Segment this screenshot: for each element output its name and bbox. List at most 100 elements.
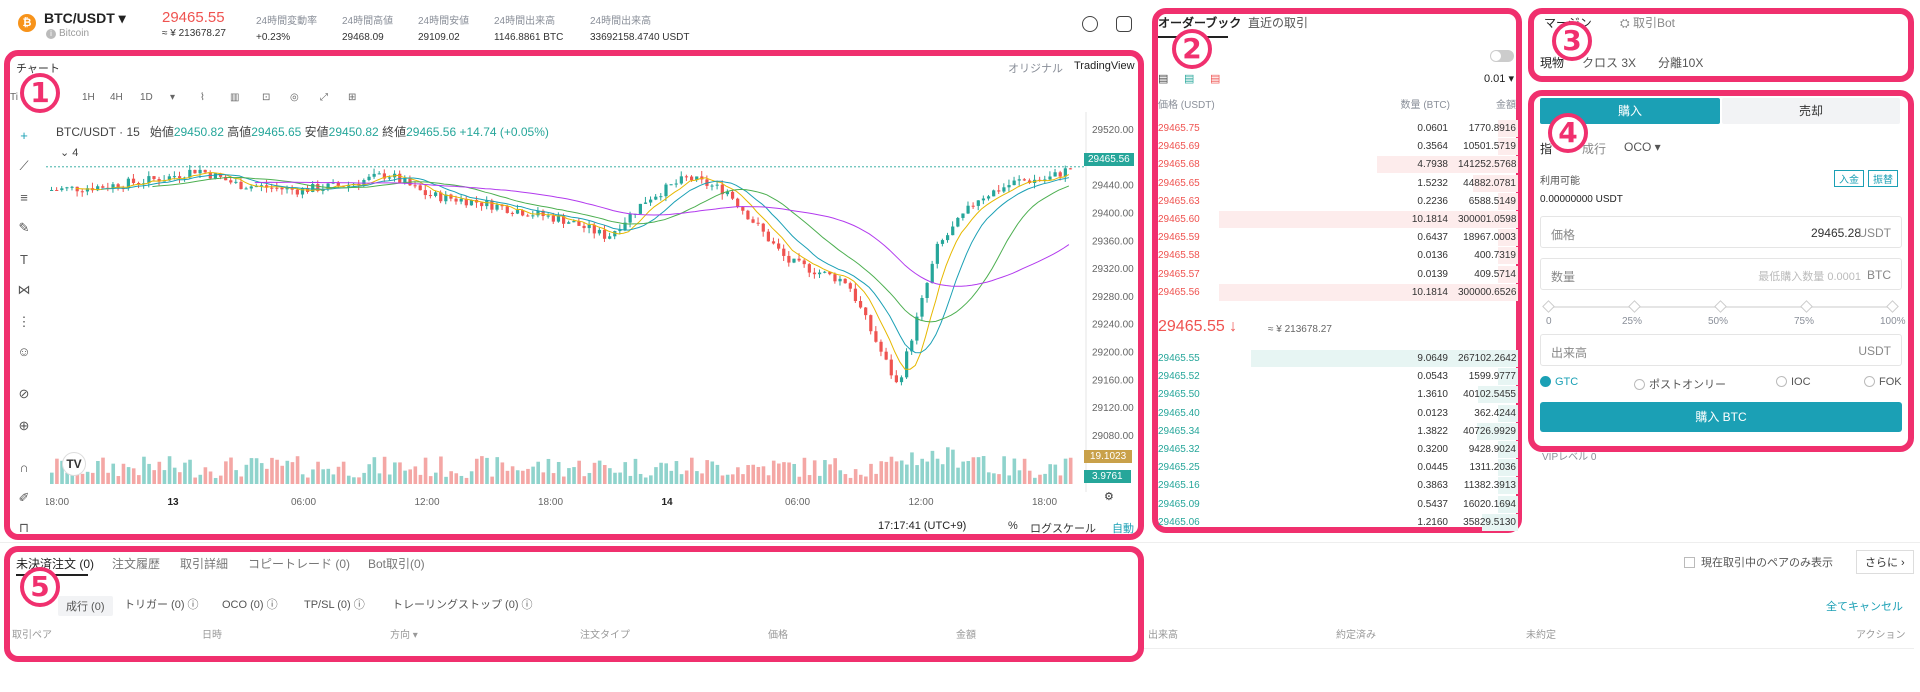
fullscreen-icon[interactable]: ⤢ xyxy=(320,92,328,103)
tif-ioc[interactable]: IOC xyxy=(1776,376,1811,388)
percent-toggle[interactable]: % xyxy=(1008,520,1018,532)
order-type-limit[interactable]: 指 xyxy=(1540,142,1553,156)
projection-icon[interactable]: ⋮ xyxy=(17,314,31,329)
deposit-button[interactable]: 入金 xyxy=(1834,170,1864,187)
interval-dropdown-icon[interactable]: ▾ xyxy=(170,92,176,103)
mode-isolated[interactable]: 分離10X xyxy=(1658,56,1704,70)
ask-row[interactable]: 29465.63 0.2236 6588.5149 xyxy=(1158,192,1518,210)
mode-spot[interactable]: 現物 xyxy=(1540,56,1565,70)
bid-row[interactable]: 29465.34 1.3822 40726.9929 xyxy=(1158,422,1518,440)
volume-field[interactable]: 出来高 USDT xyxy=(1540,334,1902,366)
lock-drawing-icon[interactable]: ✐ xyxy=(18,490,30,505)
brush-icon[interactable]: ✎ xyxy=(18,220,30,235)
screenshot-icon[interactable]: ◎ xyxy=(290,92,299,103)
ask-row[interactable]: 29465.57 0.0139 409.5714 xyxy=(1158,265,1518,283)
crosshair-icon[interactable]: + xyxy=(20,128,28,143)
tab-copy-trade[interactable]: コピートレード (0) xyxy=(248,557,351,571)
cancel-all-button[interactable]: 全てキャンセル xyxy=(1826,601,1903,613)
bid-row[interactable]: 29465.09 0.5437 16020.1694 xyxy=(1158,495,1518,513)
lock-icon[interactable]: ⊓ xyxy=(18,520,30,535)
subtab-market[interactable]: 成行 (0) xyxy=(58,596,113,616)
toggle-original[interactable]: オリジナル xyxy=(1008,63,1063,75)
view-bids-icon[interactable]: ▤ xyxy=(1184,73,1195,85)
subtab-trailing-stop[interactable]: トレーリングストップ (0) ⓘ xyxy=(392,599,533,611)
col-price: 価格 (USDT) xyxy=(1158,100,1215,111)
col-side[interactable]: 方向 ▾ xyxy=(390,630,418,641)
text-tool-icon[interactable]: T xyxy=(20,252,28,267)
stat-low: 24時間安値 29109.02 xyxy=(418,16,470,43)
bid-row[interactable]: 29465.55 9.0649 267102.2642 xyxy=(1158,350,1518,367)
subtab-trigger[interactable]: トリガー (0) ⓘ xyxy=(124,599,199,611)
more-button[interactable]: さらに › xyxy=(1856,550,1914,574)
volume-bar xyxy=(418,474,423,484)
price-chart[interactable]: 29520.0029480.0029440.0029400.0029360.00… xyxy=(46,112,1146,522)
trendline-icon[interactable]: ⟋ xyxy=(19,158,29,173)
emoji-icon[interactable]: ☺ xyxy=(17,344,31,359)
bid-row[interactable]: 29465.52 0.0543 1599.9777 xyxy=(1158,368,1518,386)
volume-bar xyxy=(152,470,156,484)
bid-row[interactable]: 29465.40 0.0123 362.4244 xyxy=(1158,404,1518,422)
magnet-icon[interactable]: ∩ xyxy=(19,460,29,475)
toggle-tradingview[interactable]: TradingView xyxy=(1074,60,1135,72)
pair-selector[interactable]: BTC/USDT ▾ xyxy=(44,10,126,26)
tif-fok[interactable]: FOK xyxy=(1864,376,1902,388)
ask-row[interactable]: 29465.65 1.5232 44882.0781 xyxy=(1158,174,1518,192)
chart-settings-gear-icon[interactable]: ⚙ xyxy=(1104,491,1114,503)
bid-row[interactable]: 29465.32 0.3200 9428.9024 xyxy=(1158,441,1518,458)
tif-gtc[interactable]: GTC xyxy=(1540,376,1578,388)
tradingview-logo[interactable]: TV xyxy=(62,452,86,476)
current-pair-filter[interactable]: 現在取引中のペアのみ表示 xyxy=(1684,554,1833,570)
tab-trading-bot[interactable]: ⛭ 取引Bot xyxy=(1620,16,1675,30)
candle xyxy=(981,198,986,201)
help-icon[interactable] xyxy=(1116,16,1132,32)
interval-1d[interactable]: 1D xyxy=(140,92,153,103)
candle-type-icon[interactable]: ▥ xyxy=(230,92,240,103)
ask-row[interactable]: 29465.59 0.6437 18967.0003 xyxy=(1158,229,1518,247)
tab-trade-details[interactable]: 取引詳細 xyxy=(180,557,229,571)
quantity-field[interactable]: 数量 最低購入数量 0.0001 BTC xyxy=(1540,258,1902,290)
zoom-icon[interactable]: ⊕ xyxy=(18,418,30,433)
view-asks-icon[interactable]: ▤ xyxy=(1210,73,1221,85)
interval-1h[interactable]: 1H xyxy=(82,92,95,103)
bid-row[interactable]: 29465.50 1.3610 40102.5455 xyxy=(1158,386,1518,404)
ask-row[interactable]: 29465.69 0.3564 10501.5719 xyxy=(1158,138,1518,156)
indicator-toggle[interactable]: ⌄ 4 xyxy=(60,147,79,159)
ask-row[interactable]: 29465.68 4.7938 141252.5768 xyxy=(1158,156,1518,174)
mode-cross[interactable]: クロス 3X xyxy=(1582,56,1637,70)
submit-buy-button[interactable]: 購入 BTC xyxy=(1540,402,1902,432)
subtab-tpsl[interactable]: TP/SL (0) ⓘ xyxy=(304,599,365,611)
indicator-icon[interactable]: ⌇ xyxy=(200,92,205,103)
precision-select[interactable]: 0.01 ▾ xyxy=(1484,73,1514,85)
bid-row[interactable]: 29465.16 0.3863 11382.3913 xyxy=(1158,477,1518,495)
log-scale-toggle[interactable]: ログスケール xyxy=(1030,523,1096,535)
order-type-market[interactable]: 成行 xyxy=(1582,142,1607,156)
alarm-icon[interactable] xyxy=(1082,16,1098,32)
tab-orderbook[interactable]: オーダーブック xyxy=(1158,16,1242,30)
tab-order-history[interactable]: 注文履歴 xyxy=(112,557,161,571)
trash-icon[interactable]: ⊞ xyxy=(348,92,357,103)
ruler-icon[interactable]: ⊘ xyxy=(18,386,30,401)
chart-settings-icon[interactable]: ⊡ xyxy=(262,92,271,103)
bid-row[interactable]: 29465.06 1.2160 35829.5130 xyxy=(1158,513,1518,531)
transfer-button[interactable]: 振替 xyxy=(1868,170,1898,187)
bid-row[interactable]: 29465.25 0.0445 1311.2036 xyxy=(1158,459,1518,477)
depth-bar xyxy=(1251,350,1518,367)
auto-scale-toggle[interactable]: 自動 xyxy=(1112,523,1134,535)
pattern-icon[interactable]: ⋈ xyxy=(17,282,31,297)
ask-row[interactable]: 29465.56 10.1814 300000.6526 xyxy=(1158,283,1518,301)
tab-recent-trades[interactable]: 直近の取引 xyxy=(1248,16,1309,30)
orderbook-toggle[interactable] xyxy=(1490,50,1514,62)
fib-icon[interactable]: ≡ xyxy=(20,190,28,205)
view-both-icon[interactable]: ▤ xyxy=(1158,73,1169,85)
order-type-oco[interactable]: OCO ▾ xyxy=(1624,140,1661,154)
sell-tab[interactable]: 売却 xyxy=(1722,98,1900,124)
interval-4h[interactable]: 4H xyxy=(110,92,123,103)
interval-tick[interactable]: Ti xyxy=(10,92,18,103)
tif-post-only[interactable]: ポストオンリー xyxy=(1634,376,1726,392)
subtab-oco[interactable]: OCO (0) ⓘ xyxy=(222,599,278,611)
ask-row[interactable]: 29465.75 0.0601 1770.8916 xyxy=(1158,120,1518,137)
price-field[interactable]: 価格 29465.28 USDT xyxy=(1540,216,1902,248)
ask-row[interactable]: 29465.60 10.1814 300001.0598 xyxy=(1158,211,1518,228)
tab-bot-trades[interactable]: Bot取引(0) xyxy=(368,557,425,571)
ask-row[interactable]: 29465.58 0.0136 400.7319 xyxy=(1158,247,1518,265)
